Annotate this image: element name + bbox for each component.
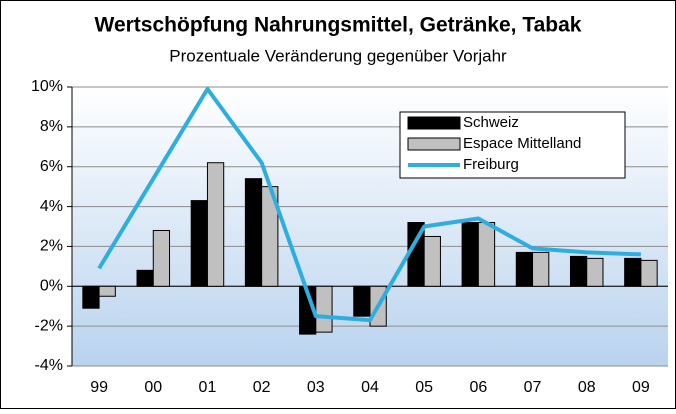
x-tick-label: 02: [253, 379, 271, 396]
x-tick-label: 00: [144, 379, 162, 396]
bar: [624, 257, 642, 287]
x-tick-label: 01: [199, 379, 217, 396]
y-tick-label: 8%: [40, 118, 63, 135]
legend-swatch: [407, 116, 461, 130]
chart-subtitle: Prozentuale Veränderung gegenüber Vorjah…: [169, 46, 507, 65]
bar: [532, 251, 550, 287]
x-tick-label: 09: [632, 379, 650, 396]
y-tick-label: 6%: [40, 158, 63, 175]
legend-swatch: [407, 137, 461, 151]
legend-label: Freiburg: [463, 156, 519, 173]
y-tick-label: 0%: [40, 278, 63, 295]
y-tick-label: 2%: [40, 238, 63, 255]
bar: [136, 269, 154, 287]
bar: [640, 259, 658, 287]
y-tick-label: 10%: [31, 78, 63, 95]
x-tick-label: 99: [90, 379, 108, 396]
x-tick-label: 06: [469, 379, 487, 396]
x-tick-label: 08: [578, 379, 596, 396]
x-tick-label: 04: [361, 379, 379, 396]
line: [97, 86, 641, 323]
bar: [152, 229, 171, 287]
y-tick-label: -2%: [35, 317, 63, 334]
bar: [98, 285, 116, 297]
bar: [315, 285, 333, 333]
y-tick-label: -4%: [35, 357, 63, 374]
bar: [206, 162, 225, 287]
legend-label: Schweiz: [463, 114, 519, 131]
bar: [244, 178, 263, 287]
x-tick-label: 03: [307, 379, 325, 396]
bar: [569, 255, 588, 287]
bar: [586, 257, 604, 287]
bar: [82, 285, 100, 309]
x-tick-label: 07: [524, 379, 542, 396]
legend-label: Espace Mittelland: [463, 135, 581, 152]
chart-title: Wertschöpfung Nahrungsmittel, Getränke, …: [95, 14, 582, 37]
bar: [190, 200, 208, 287]
x-tick-label: 05: [415, 379, 433, 396]
bar: [461, 222, 479, 287]
bar: [477, 222, 496, 287]
bar: [353, 285, 371, 317]
bar: [515, 251, 534, 287]
y-tick-label: 4%: [40, 198, 63, 215]
bar: [423, 235, 441, 287]
